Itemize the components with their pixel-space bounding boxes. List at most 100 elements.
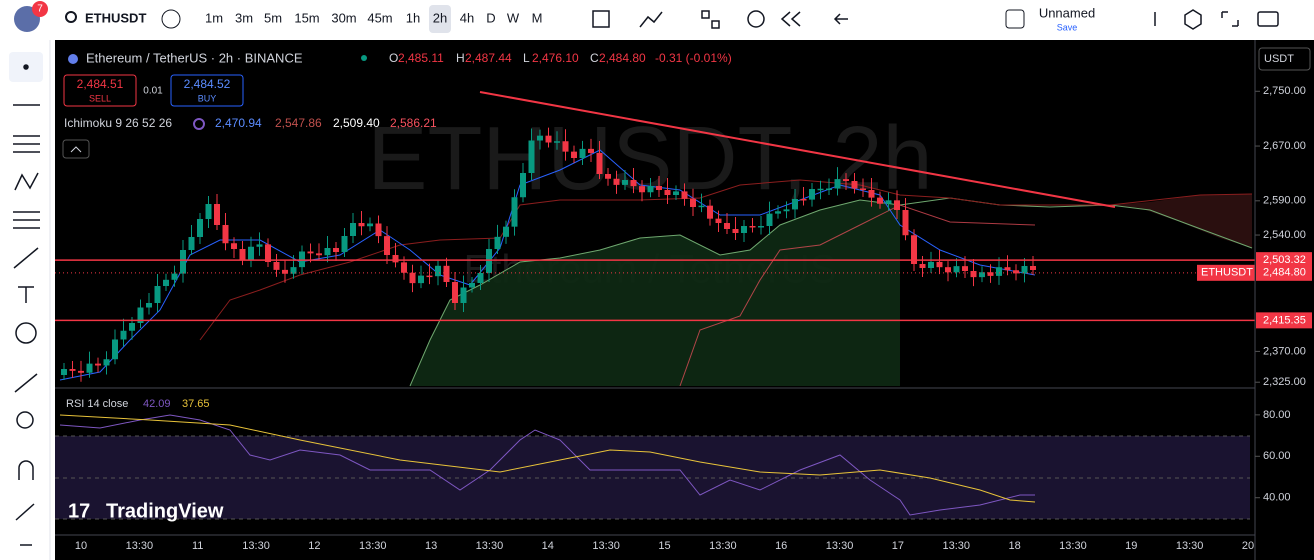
buy-price[interactable]: 2,484.52	[184, 77, 231, 91]
candle-body	[188, 237, 195, 250]
interval[interactable]: 30m	[331, 10, 356, 25]
buy-label[interactable]: BUY	[198, 93, 217, 103]
forecast-tool[interactable]	[13, 211, 40, 229]
ruler-tool[interactable]	[14, 373, 38, 393]
buy-button[interactable]	[170, 74, 244, 107]
brush-tool[interactable]	[13, 247, 39, 269]
time-label: 13	[425, 540, 437, 552]
layout-icon[interactable]	[1005, 9, 1025, 29]
candle-body	[350, 223, 356, 236]
candle-body	[146, 303, 152, 308]
candle-body	[214, 204, 220, 225]
senkou-a	[409, 197, 1253, 387]
branding-logo: 17	[68, 500, 90, 522]
candle-body	[877, 197, 883, 204]
fib-tool[interactable]	[13, 135, 40, 153]
interval[interactable]: 4h	[460, 10, 474, 25]
undo-icon[interactable]	[833, 13, 848, 25]
candle-body	[639, 186, 645, 193]
search-icon[interactable]	[65, 11, 77, 23]
ichimoku-span: 2,586.21	[390, 116, 437, 130]
interval[interactable]: 3m	[235, 10, 253, 25]
ichimoku-kijun: 2,547.86	[275, 116, 322, 130]
time-label: 13:30	[476, 540, 504, 552]
candle-body	[103, 359, 110, 366]
candle-body	[732, 229, 739, 233]
badge	[32, 1, 48, 17]
magnet-tool[interactable]	[18, 460, 34, 480]
candle-body	[860, 188, 866, 190]
lock-tool[interactable]	[15, 503, 35, 521]
candle-body	[698, 205, 705, 208]
candle-body	[324, 248, 331, 256]
candle-body	[928, 261, 934, 268]
zoom-tool[interactable]	[16, 411, 34, 429]
compare-icon[interactable]	[161, 9, 181, 29]
sell-label[interactable]: SELL	[89, 93, 111, 103]
candle-body	[690, 198, 696, 207]
collapse-icon	[70, 146, 82, 153]
ohlc-value: 2,476.10	[532, 51, 579, 65]
currency[interactable]: USDT	[1264, 53, 1294, 65]
currency-select[interactable]	[1258, 47, 1311, 71]
indicators-icon[interactable]	[639, 11, 663, 28]
layout-name[interactable]: Unnamed	[1039, 5, 1095, 20]
ohlc-label: L	[523, 51, 530, 65]
candle-body	[953, 266, 960, 273]
rsi-tick-label: 80.00	[1263, 409, 1291, 421]
candle-body	[707, 205, 713, 219]
candle-body	[265, 244, 271, 262]
candle-body	[401, 262, 407, 273]
candle-body	[579, 148, 586, 158]
sell-button[interactable]	[63, 74, 137, 107]
candle-body	[1030, 266, 1036, 270]
interval[interactable]: M	[532, 10, 543, 25]
pattern-tool[interactable]	[14, 172, 39, 191]
interval[interactable]: W	[507, 10, 520, 25]
candle-body	[273, 262, 280, 270]
emoji-tool[interactable]	[15, 322, 37, 344]
candle-body	[724, 223, 730, 229]
time-label: 14	[542, 540, 554, 552]
ichimoku-chikou: 2,509.40	[333, 116, 380, 130]
collapse-button[interactable]	[62, 139, 90, 159]
chart-type-icon[interactable]	[592, 10, 610, 28]
candle-body	[222, 225, 229, 244]
interval[interactable]: D	[486, 10, 495, 25]
candle-body	[486, 249, 492, 273]
candle-body	[571, 151, 577, 158]
text-tool[interactable]	[18, 286, 34, 303]
candle-body	[171, 273, 178, 280]
symbol[interactable]: ETHUSDT	[85, 10, 146, 25]
candle-body	[69, 369, 76, 371]
settings-icon[interactable]	[1184, 9, 1202, 30]
interval[interactable]: 5m	[264, 10, 282, 25]
candle-body	[537, 135, 543, 141]
candle-body	[341, 236, 348, 252]
replay-icon[interactable]	[780, 11, 801, 27]
candle-body	[945, 267, 951, 273]
sell-price[interactable]: 2,484.51	[77, 77, 124, 91]
price-tick-label: 2,750.00	[1263, 85, 1306, 97]
time-label: 19	[1125, 540, 1137, 552]
candle-body	[962, 266, 968, 271]
interval[interactable]: 15m	[294, 10, 319, 25]
interval[interactable]: 2h	[433, 10, 447, 25]
snapshot-icon[interactable]	[1257, 11, 1279, 27]
time-label: 13:30	[826, 540, 854, 552]
market-status	[361, 55, 367, 61]
candle-body	[749, 226, 756, 228]
candle-body	[545, 135, 552, 143]
interval[interactable]: 1h	[406, 10, 420, 25]
branding[interactable]: TradingView	[106, 500, 224, 522]
candle-body	[367, 223, 373, 227]
templates-icon[interactable]	[701, 10, 710, 19]
interval[interactable]: 45m	[367, 10, 392, 25]
interval[interactable]: 1m	[205, 10, 223, 25]
time-label: 13:30	[359, 540, 387, 552]
save-label[interactable]: Save	[1057, 22, 1078, 32]
alert-icon[interactable]	[747, 10, 765, 28]
fullscreen-icon[interactable]	[1221, 11, 1239, 27]
